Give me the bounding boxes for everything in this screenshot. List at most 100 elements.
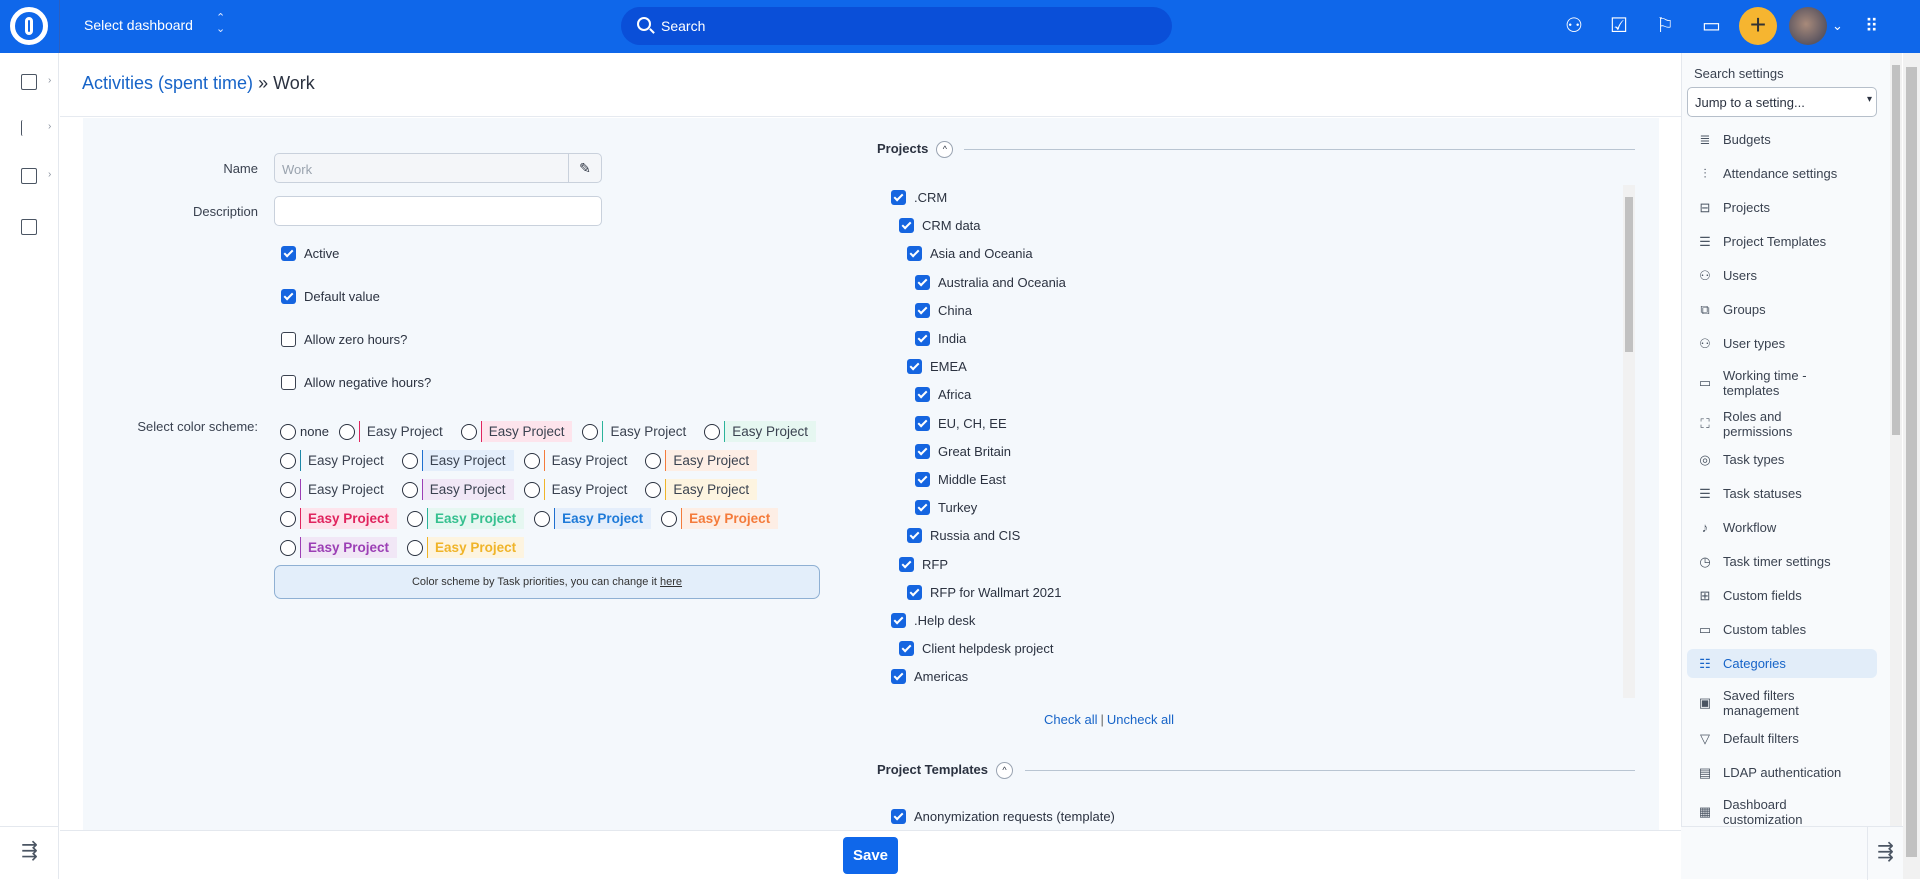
project-item[interactable]: CRM data: [899, 217, 981, 233]
tasks-icon[interactable]: ☑: [1610, 14, 1628, 38]
color-scheme-option[interactable]: Easy Project: [280, 508, 397, 529]
project-item[interactable]: Africa: [915, 386, 971, 402]
radio[interactable]: [582, 424, 598, 440]
chevron-right-icon[interactable]: ›: [48, 75, 51, 86]
color-scheme-option[interactable]: Easy Project: [582, 421, 694, 442]
color-scheme-option[interactable]: none: [280, 424, 329, 440]
check-all-link[interactable]: Check all: [1044, 712, 1097, 727]
radio[interactable]: [280, 424, 296, 440]
avatar[interactable]: [1789, 7, 1827, 45]
project-item[interactable]: EMEA: [907, 358, 967, 374]
radio[interactable]: [704, 424, 720, 440]
checkbox[interactable]: [915, 303, 930, 318]
expand-sidebar-icon[interactable]: ⇶: [0, 826, 59, 879]
project-tree-icon[interactable]: [21, 120, 37, 136]
checkbox[interactable]: [891, 809, 906, 824]
radio[interactable]: [339, 424, 355, 440]
checkbox[interactable]: [891, 669, 906, 684]
description-field[interactable]: [274, 196, 602, 226]
page-scrollbar[interactable]: [1903, 53, 1920, 879]
color-scheme-option[interactable]: Easy Project: [407, 508, 524, 529]
checkbox[interactable]: [915, 331, 930, 346]
settings-item[interactable]: ☰Project Templates: [1687, 227, 1877, 256]
radio[interactable]: [461, 424, 477, 440]
radio[interactable]: [661, 511, 677, 527]
color-scheme-option[interactable]: Easy Project: [645, 450, 757, 471]
project-item[interactable]: China: [915, 302, 972, 318]
edit-pencil-icon[interactable]: ✎: [568, 154, 601, 182]
user-icon[interactable]: ⚇: [1565, 14, 1583, 38]
jump-to-setting-select[interactable]: Jump to a setting...: [1687, 87, 1877, 117]
radio[interactable]: [280, 511, 296, 527]
color-scheme-option[interactable]: Easy Project: [339, 421, 451, 442]
radio[interactable]: [645, 453, 661, 469]
project-item[interactable]: .CRM: [891, 189, 947, 205]
checkbox[interactable]: [899, 557, 914, 572]
apps-grid-icon[interactable]: ⠿: [1865, 14, 1876, 38]
chevron-right-icon[interactable]: ›: [48, 169, 51, 180]
radio[interactable]: [407, 540, 423, 556]
collapse-panel-icon[interactable]: ⇶: [1867, 827, 1903, 880]
uncheck-all-link[interactable]: Uncheck all: [1107, 712, 1174, 727]
color-scheme-option[interactable]: Easy Project: [402, 450, 514, 471]
color-scheme-option[interactable]: Easy Project: [407, 537, 524, 558]
settings-item[interactable]: ◎Task types: [1687, 445, 1877, 474]
checkbox[interactable]: [907, 528, 922, 543]
checkbox[interactable]: [907, 359, 922, 374]
note-link[interactable]: here: [660, 576, 682, 588]
save-button[interactable]: Save: [843, 837, 898, 874]
project-item[interactable]: RFP: [899, 556, 948, 572]
radio[interactable]: [280, 453, 296, 469]
checkbox-row[interactable]: Default value: [281, 288, 380, 304]
project-item[interactable]: Asia and Oceania: [907, 245, 1033, 261]
color-scheme-option[interactable]: Easy Project: [280, 537, 397, 558]
checkbox[interactable]: [915, 472, 930, 487]
settings-item[interactable]: ▭Custom tables: [1687, 615, 1877, 644]
checkbox-row[interactable]: Active: [281, 245, 339, 261]
checkbox[interactable]: [915, 500, 930, 515]
radio[interactable]: [402, 482, 418, 498]
settings-item[interactable]: ◷Task timer settings: [1687, 547, 1877, 576]
checkbox-row[interactable]: Allow negative hours?: [281, 374, 431, 390]
dashboard-icon[interactable]: [21, 74, 37, 90]
color-scheme-option[interactable]: Easy Project: [704, 421, 816, 442]
project-item[interactable]: Russia and CIS: [907, 527, 1020, 543]
chevron-right-icon[interactable]: ›: [48, 121, 51, 132]
project-item[interactable]: Australia and Oceania: [915, 274, 1066, 290]
select-dashboard[interactable]: Select dashboard: [84, 17, 193, 33]
settings-item[interactable]: ⛶Roles and permissions: [1687, 404, 1877, 444]
checkbox[interactable]: [281, 289, 296, 304]
radio[interactable]: [524, 453, 540, 469]
project-item[interactable]: .Help desk: [891, 612, 975, 628]
radio[interactable]: [280, 482, 296, 498]
settings-item[interactable]: ▣Saved filters management: [1687, 683, 1877, 723]
checkbox[interactable]: [899, 218, 914, 233]
settings-item[interactable]: ⊟Projects: [1687, 193, 1877, 222]
project-item[interactable]: RFP for Wallmart 2021: [907, 584, 1062, 600]
checkbox[interactable]: [915, 416, 930, 431]
color-scheme-option[interactable]: Easy Project: [280, 479, 392, 500]
checkbox[interactable]: [281, 246, 296, 261]
color-scheme-option[interactable]: Easy Project: [461, 421, 573, 442]
settings-item[interactable]: ▭Working time - templates: [1687, 363, 1877, 403]
settings-item[interactable]: ☷Categories: [1687, 649, 1877, 678]
checkbox[interactable]: [899, 641, 914, 656]
project-item[interactable]: EU, CH, EE: [915, 415, 1007, 431]
project-item[interactable]: Great Britain: [915, 443, 1011, 459]
search-input[interactable]: Search: [621, 7, 1172, 45]
project-item[interactable]: Turkey: [915, 499, 977, 515]
settings-item[interactable]: ⚇Users: [1687, 261, 1877, 290]
plus-icon[interactable]: +: [1739, 7, 1777, 45]
settings-item[interactable]: ⫶Attendance settings: [1687, 159, 1877, 188]
collapse-chevron-up-icon[interactable]: ^: [936, 141, 953, 158]
settings-item[interactable]: ⧉Groups: [1687, 295, 1877, 324]
settings-item[interactable]: ⚇User types: [1687, 329, 1877, 358]
settings-scrollbar[interactable]: [1890, 53, 1902, 826]
name-field[interactable]: Work ✎: [274, 153, 602, 183]
checkbox[interactable]: [891, 190, 906, 205]
settings-item[interactable]: ▽Default filters: [1687, 724, 1877, 753]
settings-item[interactable]: ≣Budgets: [1687, 125, 1877, 154]
color-scheme-option[interactable]: Easy Project: [524, 479, 636, 500]
checkbox[interactable]: [281, 332, 296, 347]
project-item[interactable]: Client helpdesk project: [899, 640, 1054, 656]
